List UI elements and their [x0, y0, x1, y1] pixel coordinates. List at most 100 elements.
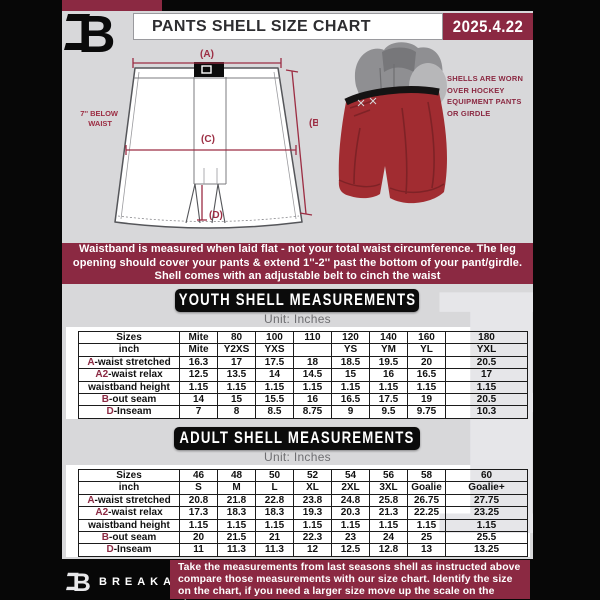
measurement-d [197, 185, 207, 221]
table-cell: YL [407, 343, 446, 357]
table-cell: 14 [255, 368, 294, 382]
adult-unit-label: Unit: Inches [264, 450, 331, 464]
table-cell: 2XL [331, 481, 370, 495]
photo-note: SHELLS ARE WORN OVER HOCKEY EQUIPMENT PA… [447, 73, 531, 119]
table-cell: 23 [331, 531, 370, 545]
table-cell: 16.5 [407, 368, 446, 382]
row-label: A-waist stretched [78, 493, 180, 508]
table-cell: 1.15 [369, 380, 408, 395]
label-d: (D) [209, 210, 223, 221]
table-cell: 20.3 [331, 506, 370, 520]
adult-measurements-table: Sizes 46 48 50 52 54 56 58 60 inch S M L XL 2XL 3XL Goal… [78, 468, 528, 557]
table-cell: 52 [293, 468, 332, 483]
pants-outline [114, 67, 303, 229]
table-cell: 8 [217, 405, 256, 419]
row-label: Sizes [78, 330, 180, 345]
table-cell: Mite [179, 330, 218, 345]
table-cell: 16.5 [331, 393, 370, 407]
table-cell: 13 [407, 543, 446, 557]
table-cell: 25 [407, 531, 446, 545]
table-cell: 10.3 [445, 405, 528, 419]
row-label: waistband height [78, 380, 180, 395]
table-cell: 80 [217, 330, 256, 345]
table-cell: 11 [179, 543, 218, 557]
table-cell: 1.15 [179, 380, 218, 395]
table-cell: 100 [255, 330, 294, 345]
table-cell: 21.5 [217, 531, 256, 545]
table-cell: 54 [331, 468, 370, 483]
table-row: Sizes Mite 80 100 110 120 140 160 180 [78, 330, 528, 345]
table-cell: 1.15 [255, 380, 294, 395]
table-cell: Goalie [407, 481, 446, 495]
label-c: (C) [201, 134, 215, 145]
table-row: B-out seam 20 21.5 21 22.3 23 24 25 25.5 [78, 531, 528, 545]
measurement-c [125, 145, 297, 155]
table-row: D-Inseam 11 11.3 11.3 12 12.5 12.8 13 13.25 [78, 543, 528, 557]
table-cell: 17.5 [255, 355, 294, 370]
table-cell: 19.5 [369, 355, 408, 370]
table-cell: 23.8 [293, 493, 332, 508]
table-cell: 120 [331, 330, 370, 345]
row-label: B-out seam [78, 531, 180, 545]
right-frame-bar [533, 0, 600, 600]
table-cell: 1.15 [331, 518, 370, 533]
table-row: A-waist stretched 16.3 17 17.5 18 18.5 19.5 20 2… [78, 355, 528, 370]
table-cell: 1.15 [407, 518, 446, 533]
table-cell: 50 [255, 468, 294, 483]
table-cell: 9 [331, 405, 370, 419]
table-cell: 9.5 [369, 405, 408, 419]
table-cell: 24.8 [331, 493, 370, 508]
table-cell: 18.3 [217, 506, 256, 520]
table-cell: 17 [445, 368, 528, 382]
table-cell: 1.15 [407, 380, 446, 395]
table-cell: 12 [293, 543, 332, 557]
row-label: inch [78, 481, 180, 495]
table-row: B-out seam 14 15 15.5 16 16.5 17.5 19 20.5 [78, 393, 528, 407]
table-cell [293, 343, 332, 357]
left-frame-bar [0, 0, 62, 600]
table-row: A2-waist relax 12.5 13.5 14 14.5 15 16 16.5 17 [78, 368, 528, 382]
table-cell: 19 [407, 393, 446, 407]
table-cell: 1.15 [369, 518, 408, 533]
date-text: 2025.4.22 [452, 16, 524, 36]
table-cell: 1.15 [445, 518, 528, 533]
table-cell: L [255, 481, 294, 495]
table-cell: 12.5 [179, 368, 218, 382]
table-cell: 16 [293, 393, 332, 407]
table-cell: 21.3 [369, 506, 408, 520]
table-cell: 12.8 [369, 543, 408, 557]
table-cell: 15 [331, 368, 370, 382]
table-cell: 15.5 [255, 393, 294, 407]
table-cell: 23.25 [445, 506, 528, 520]
table-cell: 22.3 [293, 531, 332, 545]
table-cell: 20 [407, 355, 446, 370]
table-cell: 17 [217, 355, 256, 370]
table-row: waistband height 1.15 1.15 1.15 1.15 1.15 1.15… [78, 380, 528, 395]
table-cell: XL [293, 481, 332, 495]
table-cell: 7 [179, 405, 218, 419]
table-cell: 140 [369, 330, 408, 345]
table-row: A2-waist relax 17.3 18.3 18.3 19.3 20.3 21.3 22… [78, 506, 528, 520]
row-label: inch [78, 343, 180, 357]
table-cell: 15 [217, 393, 256, 407]
table-cell: 12.5 [331, 543, 370, 557]
youth-section-title: YOUTH SHELL MEASUREMENTS [178, 291, 416, 309]
photo-note-line: EQUIPMENT PANTS [447, 97, 522, 106]
table-cell: 25.8 [369, 493, 408, 508]
table-cell: 8.75 [293, 405, 332, 419]
waist-note-line2: WAIST [88, 119, 112, 128]
table-cell: 46 [179, 468, 218, 483]
table-cell: 14.5 [293, 368, 332, 382]
info-banner-line: opening should cover your pants & extend… [72, 256, 523, 269]
photo-note-line: OVER HOCKEY [447, 85, 505, 95]
info-banner: Waistband is measured when laid flat - n… [62, 243, 533, 284]
table-cell: YXS [255, 343, 294, 357]
table-cell: 58 [407, 468, 446, 483]
table-cell: 20.8 [179, 493, 218, 508]
table-cell: 21.8 [217, 493, 256, 508]
footer-note-line: on the chart, if you need a larger size … [178, 586, 495, 600]
table-cell: 20.5 [445, 393, 528, 407]
row-label: D-Inseam [78, 543, 180, 557]
youth-measurements-table: Sizes Mite 80 100 110 120 140 160 180 inch Mite Y2X… [78, 330, 528, 419]
